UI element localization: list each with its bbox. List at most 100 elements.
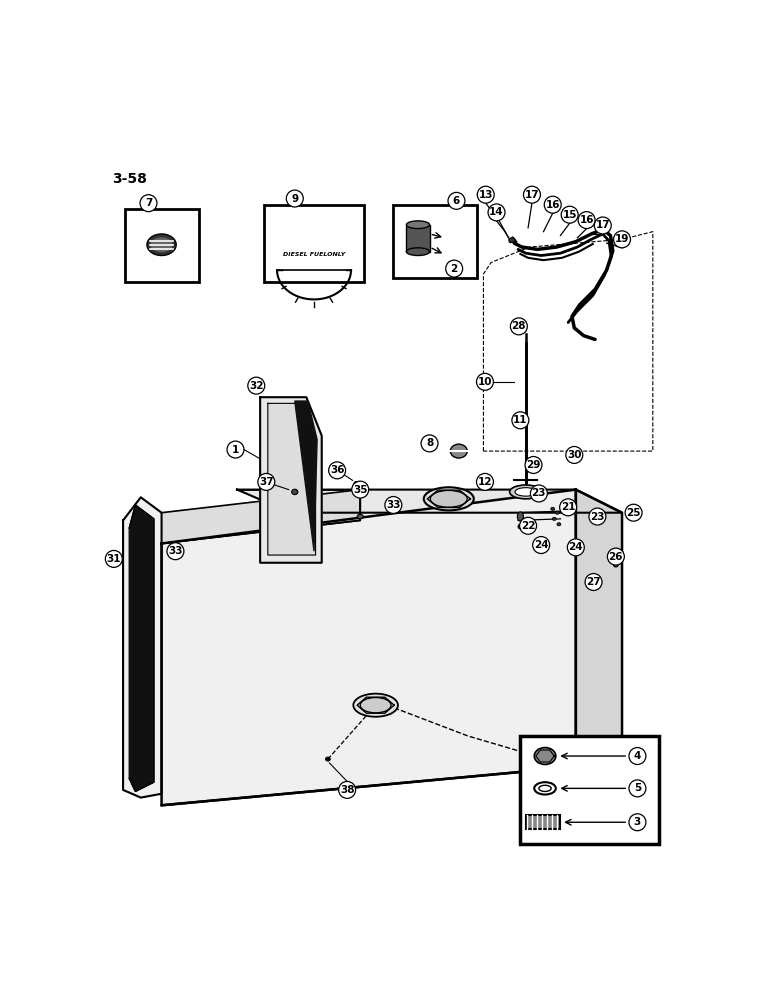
- Polygon shape: [576, 490, 622, 767]
- Text: 13: 13: [479, 190, 493, 200]
- Text: 1: 1: [232, 445, 239, 455]
- Text: DIESEL FUELONLY: DIESEL FUELONLY: [283, 252, 345, 257]
- Circle shape: [533, 537, 550, 554]
- Text: 33: 33: [386, 500, 401, 510]
- Bar: [406, 225, 429, 252]
- Circle shape: [329, 462, 346, 479]
- Ellipse shape: [550, 507, 554, 510]
- Bar: [264, 205, 364, 282]
- Ellipse shape: [354, 482, 359, 485]
- Text: 23: 23: [590, 512, 604, 522]
- Text: 32: 32: [249, 381, 263, 391]
- Circle shape: [286, 190, 303, 207]
- Ellipse shape: [510, 485, 542, 499]
- Circle shape: [227, 441, 244, 458]
- Circle shape: [476, 473, 493, 490]
- Bar: [125, 209, 198, 282]
- Circle shape: [105, 550, 122, 567]
- Circle shape: [445, 260, 462, 277]
- Polygon shape: [161, 490, 576, 805]
- Ellipse shape: [614, 563, 618, 567]
- Text: 24: 24: [534, 540, 548, 550]
- Text: 36: 36: [330, 465, 344, 475]
- Text: 10: 10: [478, 377, 493, 387]
- Circle shape: [544, 196, 561, 213]
- Text: 7: 7: [145, 198, 152, 208]
- Ellipse shape: [450, 444, 467, 458]
- Ellipse shape: [534, 748, 556, 764]
- Text: 5: 5: [634, 783, 641, 793]
- Polygon shape: [268, 403, 316, 555]
- Text: 30: 30: [567, 450, 581, 460]
- Ellipse shape: [357, 514, 364, 519]
- Text: 3: 3: [634, 817, 641, 827]
- Text: 26: 26: [608, 552, 623, 562]
- Ellipse shape: [518, 524, 523, 529]
- Text: 21: 21: [561, 502, 575, 512]
- Polygon shape: [260, 397, 322, 563]
- Polygon shape: [161, 490, 361, 544]
- Text: 27: 27: [586, 577, 601, 587]
- Circle shape: [614, 231, 631, 248]
- Circle shape: [585, 574, 602, 590]
- Ellipse shape: [354, 694, 398, 717]
- Circle shape: [512, 412, 529, 429]
- Ellipse shape: [515, 488, 537, 496]
- Text: 28: 28: [512, 321, 526, 331]
- Text: 17: 17: [595, 220, 610, 230]
- Text: 29: 29: [527, 460, 540, 470]
- Polygon shape: [237, 490, 622, 513]
- Ellipse shape: [517, 512, 523, 521]
- Circle shape: [477, 186, 494, 203]
- Polygon shape: [129, 505, 154, 791]
- Ellipse shape: [557, 523, 560, 526]
- Text: 11: 11: [513, 415, 527, 425]
- Circle shape: [629, 780, 646, 797]
- Circle shape: [560, 499, 577, 516]
- Circle shape: [594, 217, 611, 234]
- Text: 6: 6: [453, 196, 460, 206]
- Circle shape: [608, 548, 625, 565]
- Ellipse shape: [150, 237, 173, 252]
- Text: 24: 24: [568, 542, 583, 552]
- Circle shape: [488, 204, 505, 221]
- Text: 9: 9: [291, 194, 298, 204]
- Text: 8: 8: [426, 438, 433, 448]
- Ellipse shape: [406, 221, 429, 229]
- Circle shape: [352, 481, 369, 498]
- Circle shape: [510, 318, 527, 335]
- Text: 19: 19: [615, 234, 629, 244]
- Polygon shape: [123, 497, 161, 798]
- Text: 35: 35: [353, 485, 367, 495]
- Circle shape: [525, 456, 542, 473]
- Ellipse shape: [430, 490, 467, 507]
- Circle shape: [140, 195, 157, 212]
- Text: 15: 15: [563, 210, 577, 220]
- Circle shape: [625, 504, 642, 521]
- Text: 22: 22: [521, 521, 535, 531]
- Text: 38: 38: [340, 785, 354, 795]
- Ellipse shape: [361, 698, 391, 713]
- Ellipse shape: [552, 517, 556, 520]
- Circle shape: [476, 373, 493, 390]
- Ellipse shape: [424, 487, 474, 510]
- Circle shape: [530, 485, 547, 502]
- Circle shape: [578, 212, 595, 229]
- Text: 25: 25: [626, 508, 641, 518]
- Text: 12: 12: [478, 477, 493, 487]
- Circle shape: [248, 377, 265, 394]
- Circle shape: [589, 508, 606, 525]
- Ellipse shape: [326, 757, 330, 761]
- Circle shape: [448, 192, 465, 209]
- Ellipse shape: [147, 234, 176, 256]
- Ellipse shape: [509, 238, 515, 242]
- Circle shape: [567, 539, 584, 556]
- Text: 2: 2: [451, 264, 458, 274]
- Circle shape: [385, 497, 401, 513]
- Text: 23: 23: [532, 488, 546, 498]
- Circle shape: [339, 781, 356, 798]
- Text: 14: 14: [489, 207, 504, 217]
- Text: 37: 37: [259, 477, 273, 487]
- Circle shape: [561, 206, 578, 223]
- Ellipse shape: [406, 248, 429, 256]
